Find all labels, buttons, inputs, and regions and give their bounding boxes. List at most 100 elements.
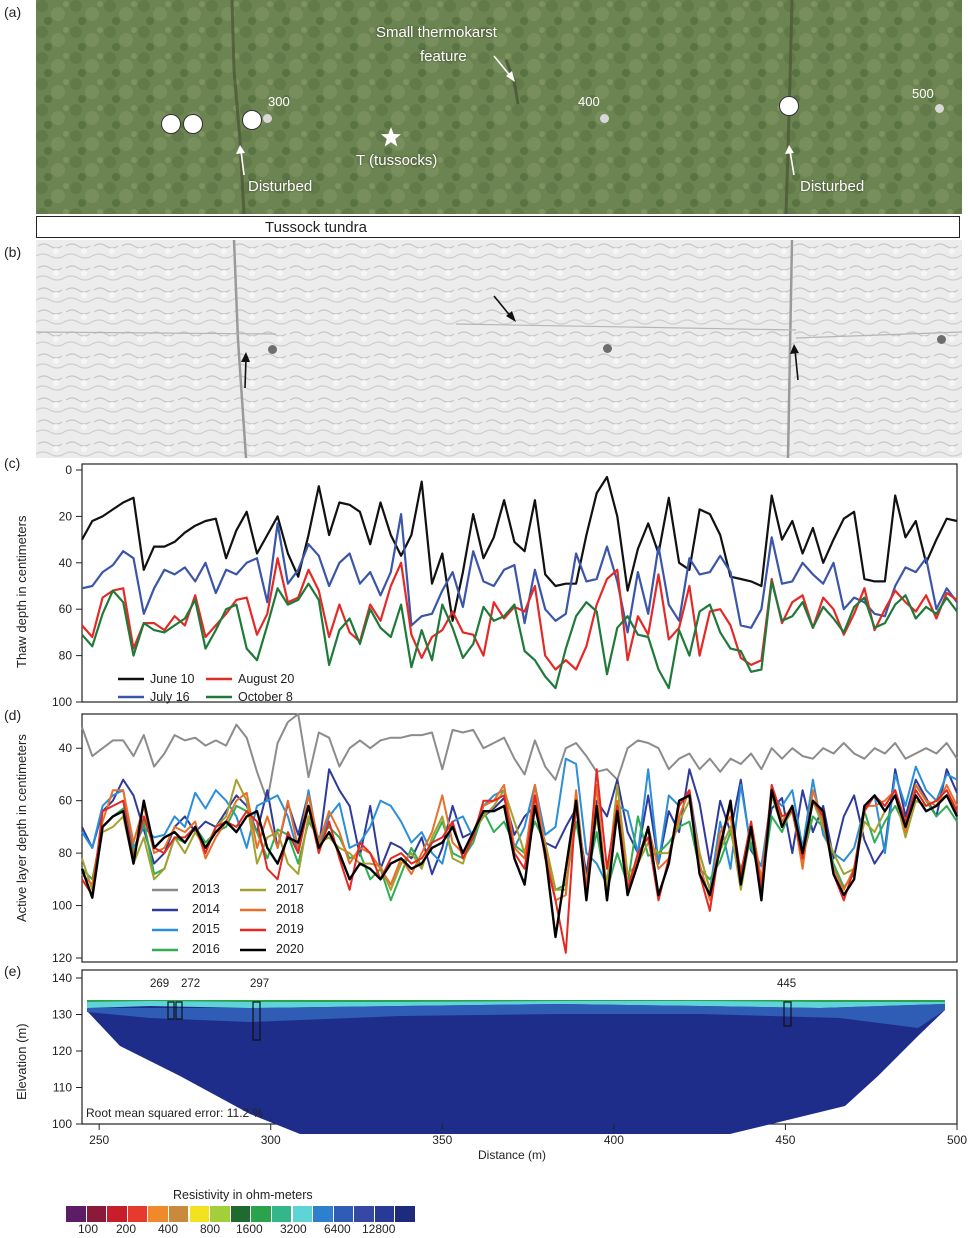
y-tick-label: 40	[59, 556, 73, 570]
borehole-circle	[183, 114, 203, 134]
y-tick-label: 80	[59, 649, 73, 663]
thermokarst-label-line2: feature	[420, 48, 467, 65]
panel-label-a: (a)	[4, 4, 22, 20]
distance-marker-300: 300	[268, 94, 290, 109]
legend-label: 2019	[276, 922, 304, 936]
legend-label: 2013	[192, 882, 220, 896]
series-line-october-8	[81, 580, 958, 690]
resistivity-body	[87, 1000, 945, 1134]
colorbar-swatch	[354, 1206, 374, 1222]
vegetation-label: Tussock tundra	[265, 219, 367, 236]
colorbar-swatch	[168, 1206, 189, 1222]
active-layer-chart: 40 60 80 100 120	[52, 713, 959, 965]
thaw-chart-ylabel: Thaw depth in centimeters	[14, 515, 29, 668]
colorbar-swatch	[86, 1206, 107, 1222]
active-legend: 2013 2014 2015 2016 2017 2018 2019 2020	[152, 882, 372, 960]
colorbar-swatch	[210, 1206, 230, 1222]
legend-label: 2020	[276, 942, 304, 956]
aerial-photo	[36, 0, 962, 214]
marker-dot	[603, 344, 612, 353]
colorbar-swatch	[148, 1206, 168, 1222]
colorbar-swatch	[230, 1206, 251, 1222]
legend-swatch	[240, 928, 266, 932]
legend-swatch	[152, 948, 178, 952]
disturbed-arrow-b-left	[241, 352, 250, 389]
star-icon	[381, 127, 401, 147]
colorbar-label: 200	[116, 1222, 137, 1236]
legend-swatch	[152, 908, 178, 912]
legend-label: July 16	[150, 690, 190, 704]
legend-label: 2015	[192, 922, 220, 936]
colorbar-labels: 100 200 400 800 1600 3200 6400 12800	[66, 1222, 436, 1238]
marker-dot	[268, 345, 277, 354]
resistivity-shallow-layer	[87, 1004, 945, 1028]
series-line-june-10	[81, 475, 958, 622]
colorbar-title: Resistivity in ohm-meters	[173, 1188, 313, 1202]
rmse-label: Root mean squared error: 11.2 %	[86, 1106, 264, 1120]
legend-swatch	[152, 928, 178, 932]
legend-swatch	[118, 695, 144, 699]
y-tick-label: 100	[52, 899, 72, 913]
y-tick-label: 60	[59, 602, 73, 616]
colorbar-label: 1600	[236, 1222, 263, 1236]
colorbar-swatch	[292, 1206, 313, 1222]
x-tick-label: 300	[261, 1133, 281, 1147]
borehole-272	[175, 1001, 183, 1020]
borehole-label-272: 272	[181, 978, 201, 990]
panel-label-b: (b)	[4, 244, 22, 260]
thermokarst-arrow-b	[493, 295, 516, 322]
y-tick-label: 0	[65, 463, 72, 477]
y-tick-label: 120	[52, 1044, 72, 1058]
y-tick-label: 130	[52, 1008, 72, 1022]
colorbar-label: 6400	[324, 1222, 351, 1236]
legend-label: 2018	[276, 902, 304, 916]
y-tick-label: 110	[53, 1081, 72, 1095]
distance-xlabel: Distance (m)	[478, 1148, 547, 1162]
disturbed-label-right: Disturbed	[800, 178, 865, 195]
y-tick-label: 100	[52, 695, 72, 709]
marker-dot	[263, 114, 272, 123]
colorbar-label: 3200	[280, 1222, 307, 1236]
panel-label-e: (e)	[4, 963, 22, 979]
panel-label-d: (d)	[4, 707, 22, 723]
y-tick-label: 120	[52, 951, 72, 965]
legend-label: October 8	[238, 690, 293, 704]
colorbar-swatch	[189, 1206, 210, 1222]
legend-swatch	[240, 948, 266, 952]
legend-label: 2017	[276, 882, 304, 896]
thermokarst-label-line1: Small thermokarst	[376, 24, 497, 41]
series-line-july-16	[81, 512, 958, 634]
x-tick-label: 500	[947, 1133, 967, 1147]
series-line-2020	[80, 788, 959, 939]
x-tick-label: 350	[432, 1133, 452, 1147]
colorbar-swatch	[251, 1206, 271, 1222]
borehole-label-445: 445	[777, 978, 797, 990]
legend-swatch	[152, 888, 178, 892]
tussocks-label: T (tussocks)	[356, 152, 438, 169]
thermokarst-arrow	[493, 55, 515, 82]
legend-swatch	[240, 908, 266, 912]
series-line-2013	[81, 713, 958, 802]
y-tick-label: 60	[59, 794, 73, 808]
disturbed-label-left: Disturbed	[248, 178, 313, 195]
marker-dot	[937, 335, 946, 344]
colorbar-label: 12800	[362, 1222, 396, 1236]
resistivity-ylabel: Elevation (m)	[14, 1023, 29, 1100]
borehole-269	[167, 1001, 175, 1020]
borehole-label-269: 269	[150, 978, 170, 990]
legend-swatch	[118, 677, 144, 681]
borehole-445	[783, 1001, 792, 1027]
disturbed-arrow-right	[785, 145, 795, 176]
disturbed-arrow-left	[236, 145, 245, 176]
distance-marker-400: 400	[578, 94, 600, 109]
series-line-august-20	[81, 557, 958, 671]
legend-label: June 10	[150, 672, 195, 686]
legend-label: August 20	[238, 672, 295, 686]
legend-swatch	[240, 888, 266, 892]
legend-label: 2016	[192, 942, 220, 956]
x-tick-label: 450	[775, 1133, 795, 1147]
y-tick-label: 100	[52, 1117, 72, 1131]
hillshade-image	[36, 240, 962, 458]
colorbar-swatch	[271, 1206, 292, 1222]
borehole-297	[252, 1001, 261, 1041]
